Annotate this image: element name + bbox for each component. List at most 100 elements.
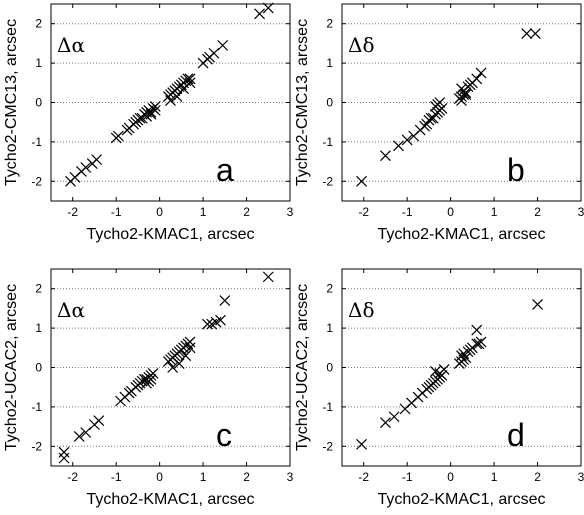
y-tick-label: 0 — [326, 361, 333, 375]
data-point — [167, 362, 179, 373]
plot-frame — [50, 3, 291, 202]
x-tick-label: 0 — [156, 470, 163, 484]
y-tick-label: 0 — [35, 96, 42, 110]
x-tick-label: -1 — [111, 470, 122, 484]
x-tick-label: 2 — [534, 470, 541, 484]
data-point — [58, 452, 70, 464]
data-point — [471, 73, 483, 85]
x-tick-label: 0 — [156, 205, 163, 219]
data-point — [149, 104, 161, 116]
panel-d: -2 -1 0 1 2 3 -2 -1 0 1 2 Tycho2-KMAC1, arcsec Tycho… — [294, 268, 584, 508]
data-point — [434, 97, 446, 108]
y-tick-label: 0 — [326, 96, 333, 110]
x-tick-label: 1 — [200, 205, 207, 219]
data-point — [80, 162, 92, 173]
panel-letter: b — [507, 152, 525, 188]
x-tick-label: 1 — [491, 470, 498, 484]
x-tick-label: -1 — [111, 205, 122, 219]
data-point — [427, 112, 439, 124]
data-point — [215, 314, 226, 326]
x-tick-label: 3 — [287, 205, 294, 219]
x-tick-label: 0 — [447, 205, 454, 219]
inset-label: Δα — [57, 298, 85, 322]
panel-letter: c — [216, 417, 232, 453]
x-tick-label: 2 — [243, 205, 250, 219]
x-tick-label: -1 — [402, 470, 413, 484]
data-point — [149, 101, 161, 112]
data-point — [254, 8, 266, 20]
data-point — [438, 364, 450, 375]
data-point — [380, 150, 391, 162]
x-tick-label: 2 — [243, 470, 250, 484]
x-tick-label: -2 — [358, 470, 369, 484]
panel-b: -2 -1 0 1 2 3 -2 -1 0 1 2 Tycho2-KMAC1, arcsec Tycho… — [294, 3, 584, 243]
y-tick-label: -2 — [31, 439, 42, 453]
data-point — [91, 154, 103, 166]
data-point — [73, 431, 85, 442]
data-point — [219, 295, 231, 306]
panel-letter: d — [507, 417, 525, 453]
y-axis-label: Tycho2-CMC13, arcsec — [3, 19, 20, 186]
data-point — [356, 175, 367, 187]
x-axis-label: Tycho2-KMAC1, arcsec — [377, 226, 545, 243]
y-tick-label: -2 — [31, 174, 42, 188]
data-point — [112, 130, 124, 142]
x-tick-label: 3 — [578, 205, 584, 219]
data-point — [180, 350, 192, 362]
data-point — [202, 318, 213, 330]
inset-label: Δα — [57, 33, 85, 57]
x-tick-label: -1 — [402, 205, 413, 219]
inset-label: Δδ — [348, 298, 374, 322]
y-tick-label: -1 — [322, 400, 333, 414]
data-point — [184, 73, 196, 85]
y-tick-label: 1 — [326, 321, 333, 335]
data-point — [529, 28, 541, 39]
y-axis-label: Tycho2-CMC13, arcsec — [294, 19, 311, 186]
data-point — [393, 140, 404, 152]
data-point — [217, 39, 229, 51]
data-point — [460, 89, 472, 101]
data-point — [147, 367, 159, 379]
plot-frame — [50, 268, 291, 467]
data-point — [456, 95, 467, 106]
x-axis-label: Tycho2-KMAC1, arcsec — [86, 226, 254, 243]
y-tick-label: -1 — [31, 135, 42, 149]
data-point — [93, 415, 105, 427]
data-point — [165, 95, 176, 106]
data-point — [456, 83, 467, 95]
data-point — [58, 446, 70, 458]
plot-frame — [341, 3, 582, 202]
y-tick-label: 2 — [326, 17, 333, 31]
data-point — [380, 417, 391, 429]
plot-frame — [341, 268, 582, 467]
data-point — [184, 342, 196, 354]
panel-letter: a — [216, 152, 234, 188]
data-point — [532, 299, 543, 310]
data-point — [473, 338, 485, 350]
panel-a: -2 -1 0 1 2 3 -2 -1 0 1 2 Tycho2-KMAC1, arcsec Tycho… — [3, 2, 294, 243]
y-tick-label: 2 — [326, 282, 333, 296]
y-tick-label: -1 — [31, 400, 42, 414]
y-tick-label: -2 — [322, 174, 333, 188]
x-axis-label: Tycho2-KMAC1, arcsec — [86, 491, 254, 508]
data-point — [401, 134, 413, 146]
data-point — [356, 438, 367, 450]
inset-label: Δδ — [348, 33, 374, 57]
data-point — [471, 324, 483, 336]
y-tick-label: -1 — [322, 135, 333, 149]
data-point — [145, 373, 157, 385]
data-point — [475, 67, 487, 79]
y-tick-label: 1 — [35, 321, 42, 335]
data-point — [262, 271, 274, 283]
x-tick-label: 3 — [578, 470, 584, 484]
y-tick-label: 0 — [35, 361, 42, 375]
data-point — [184, 77, 196, 89]
y-tick-label: 1 — [326, 56, 333, 70]
x-tick-label: 2 — [534, 205, 541, 219]
x-tick-label: -2 — [358, 205, 369, 219]
y-axis-label: Tycho2-UCAC2, arcsec — [3, 284, 20, 451]
panel-c: -2 -1 0 1 2 3 -2 -1 0 1 2 Tycho2-KMAC1, arcsec Tycho… — [3, 268, 294, 508]
y-axis-label: Tycho2-UCAC2, arcsec — [294, 284, 311, 451]
data-point — [388, 411, 400, 423]
